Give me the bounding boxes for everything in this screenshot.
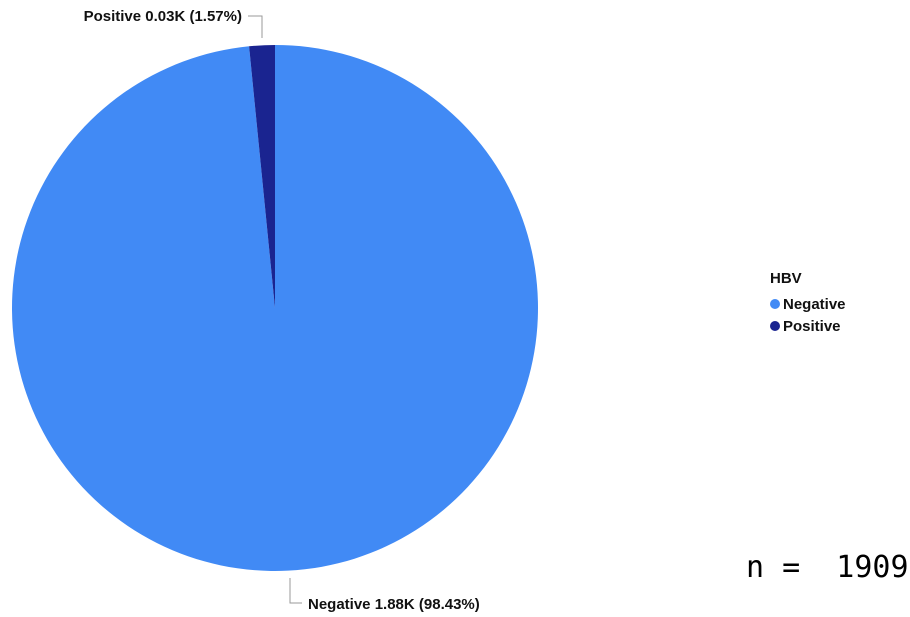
- leader-line-negative: [289, 578, 302, 604]
- legend-label-negative: Negative: [783, 295, 846, 313]
- slice-label-positive: Positive 0.03K (1.57%): [84, 8, 242, 25]
- legend-label-positive: Positive: [783, 317, 841, 335]
- legend: HBV Negative Positive: [770, 270, 846, 337]
- leader-line-positive: [248, 15, 263, 38]
- legend-title: HBV: [770, 270, 802, 287]
- legend-swatch-negative: [770, 299, 780, 309]
- pie-slice-positive[interactable]: [249, 45, 275, 308]
- sample-size-annotation: n = 1909: [746, 550, 909, 585]
- legend-item-positive[interactable]: Positive: [770, 315, 846, 337]
- slice-label-negative: Negative 1.88K (98.43%): [308, 596, 480, 613]
- pie-slice-negative[interactable]: [11, 45, 538, 571]
- legend-item-negative[interactable]: Negative: [770, 293, 846, 315]
- legend-swatch-positive: [770, 321, 780, 331]
